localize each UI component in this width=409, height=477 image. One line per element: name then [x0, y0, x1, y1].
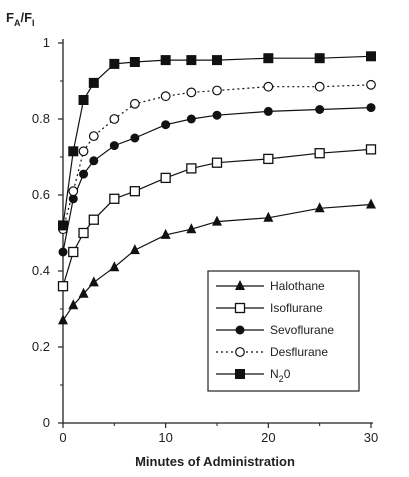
- y-axis-title: FA/FI: [6, 10, 35, 28]
- x-tick-label: 0: [59, 430, 66, 445]
- data-point-n20: [129, 57, 140, 67]
- data-point-desflurane: [263, 81, 274, 92]
- data-point-halothane: [68, 299, 79, 310]
- data-point-halothane: [78, 287, 89, 298]
- legend-marker-sevoflurane: [235, 325, 245, 335]
- data-point-sevoflurane: [130, 133, 140, 143]
- data-point-halothane: [109, 261, 120, 272]
- data-point-halothane: [88, 276, 99, 287]
- y-tick-label: 0: [43, 415, 50, 430]
- data-point-n20: [186, 55, 197, 66]
- data-point-isoflurane: [129, 186, 141, 197]
- data-point-n20: [68, 146, 79, 157]
- data-point-n20: [88, 77, 99, 88]
- legend-marker-halothane: [235, 280, 245, 290]
- series-line-sevoflurane: [62, 107, 372, 253]
- data-point-desflurane: [212, 85, 222, 96]
- data-point-sevoflurane: [212, 110, 222, 120]
- data-point-halothane: [186, 223, 197, 234]
- data-point-desflurane: [129, 98, 140, 109]
- data-point-desflurane: [68, 186, 79, 197]
- series-line-n20: [62, 55, 372, 226]
- data-point-isoflurane: [186, 163, 197, 174]
- data-point-n20: [58, 220, 68, 231]
- data-point-desflurane: [314, 81, 325, 92]
- legend-label-sevoflurane: Sevoflurane: [270, 323, 334, 337]
- data-point-desflurane: [160, 91, 171, 102]
- data-point-sevoflurane: [68, 194, 78, 204]
- data-point-isoflurane: [160, 172, 171, 184]
- data-point-sevoflurane: [79, 169, 89, 179]
- legend-label-halothane: Halothane: [270, 279, 325, 293]
- plot-area: 00.20.40.60.810 10 20 30: [32, 35, 378, 445]
- data-point-sevoflurane: [58, 247, 68, 257]
- data-point-desflurane: [109, 114, 120, 124]
- data-point-halothane: [129, 244, 140, 255]
- data-point-isoflurane: [109, 193, 120, 204]
- data-point-desflurane: [366, 79, 376, 90]
- y-tick-label: 0.6: [32, 187, 50, 202]
- data-point-isoflurane: [68, 246, 79, 258]
- legend-label-n20: N20: [270, 367, 291, 384]
- legend-marker-n20: [235, 369, 245, 379]
- y-tick-label: 0.4: [32, 263, 50, 278]
- data-point-isoflurane: [263, 153, 274, 165]
- data-point-desflurane: [186, 87, 197, 98]
- data-point-desflurane: [78, 146, 89, 157]
- data-point-n20: [263, 53, 274, 64]
- legend-label-desflurane: Desflurane: [270, 345, 328, 359]
- data-point-sevoflurane: [89, 156, 99, 166]
- legend: Halothane Isoflurane Sevoflurane Desflurane…: [207, 270, 360, 392]
- data-point-halothane: [58, 314, 68, 325]
- data-point-isoflurane: [57, 281, 69, 292]
- x-tick-label: 10: [158, 430, 172, 445]
- legend-marker-isoflurane: [234, 302, 246, 314]
- y-tick-label: 1: [43, 35, 50, 50]
- x-axis-title: Minutes of Administration: [135, 454, 295, 469]
- data-point-n20: [212, 55, 222, 66]
- data-point-n20: [366, 51, 376, 62]
- data-point-isoflurane: [365, 144, 377, 155]
- data-point-isoflurane: [88, 214, 99, 225]
- data-point-isoflurane: [78, 227, 89, 239]
- y-tick-label: 0.2: [32, 339, 50, 354]
- data-point-n20: [160, 55, 171, 66]
- data-point-sevoflurane: [186, 114, 196, 124]
- legend-box: [207, 270, 360, 392]
- x-tick-label: 30: [364, 430, 378, 445]
- legend-label-isoflurane: Isoflurane: [270, 301, 323, 315]
- data-point-desflurane: [88, 131, 99, 142]
- data-point-n20: [78, 95, 89, 105]
- data-point-sevoflurane: [161, 120, 171, 130]
- data-point-halothane: [314, 202, 325, 213]
- data-point-sevoflurane: [315, 105, 325, 114]
- data-point-halothane: [160, 228, 171, 239]
- legend-marker-desflurane: [235, 347, 245, 357]
- x-tick-label: 20: [261, 430, 275, 445]
- data-point-sevoflurane: [366, 103, 376, 113]
- data-point-halothane: [263, 211, 274, 222]
- data-point-isoflurane: [211, 157, 223, 168]
- data-point-isoflurane: [314, 148, 325, 159]
- data-point-sevoflurane: [263, 106, 273, 116]
- data-point-halothane: [212, 215, 222, 226]
- data-point-n20: [314, 53, 325, 64]
- y-tick-label: 0.8: [32, 111, 50, 126]
- data-point-n20: [109, 58, 120, 69]
- data-point-sevoflurane: [109, 141, 119, 151]
- data-point-halothane: [366, 198, 376, 209]
